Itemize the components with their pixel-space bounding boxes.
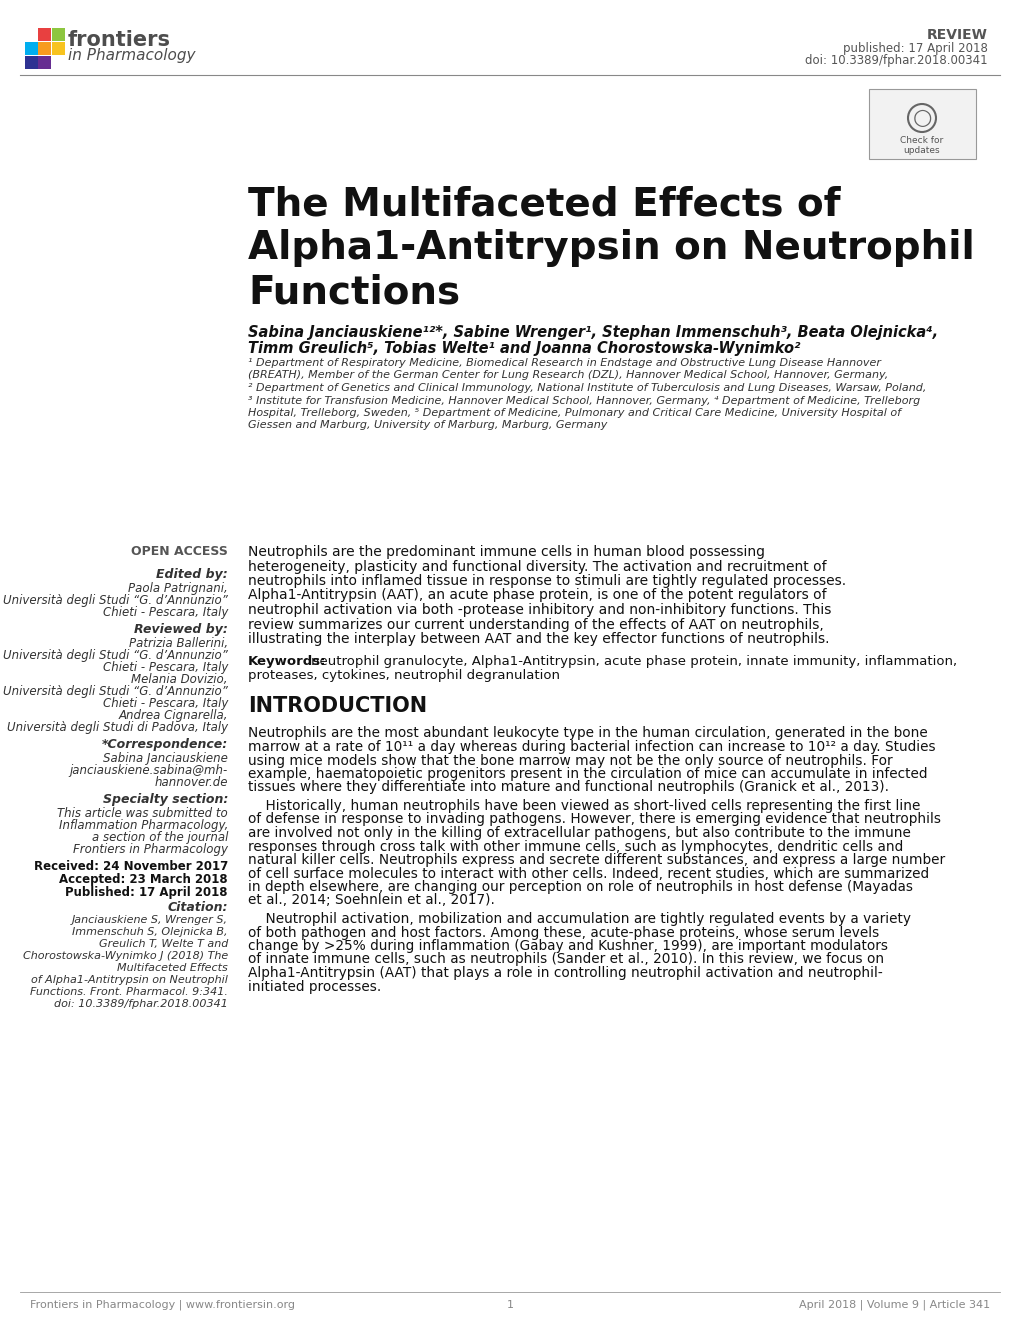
Text: neutrophil activation via both -protease inhibitory and non-inhibitory functions: neutrophil activation via both -protease…: [248, 603, 830, 617]
Text: marrow at a rate of 10¹¹ a day whereas during bacterial infection can increase t: marrow at a rate of 10¹¹ a day whereas d…: [248, 740, 934, 754]
Text: Reviewed by:: Reviewed by:: [133, 623, 228, 635]
Text: a section of the journal: a section of the journal: [92, 830, 228, 844]
Text: Chieti - Pescara, Italy: Chieti - Pescara, Italy: [103, 661, 228, 674]
Text: frontiers: frontiers: [68, 29, 171, 49]
Text: Sabina Janciauskiene: Sabina Janciauskiene: [103, 752, 228, 765]
Text: Frontiers in Pharmacology | www.frontiersin.org: Frontiers in Pharmacology | www.frontier…: [30, 1300, 294, 1311]
Text: of both pathogen and host factors. Among these, acute-phase proteins, whose seru: of both pathogen and host factors. Among…: [248, 925, 878, 940]
Text: 1: 1: [506, 1300, 513, 1310]
Text: Patrizia Ballerini,: Patrizia Ballerini,: [128, 637, 228, 650]
Text: of innate immune cells, such as neutrophils (Sander et al., 2010). In this revie: of innate immune cells, such as neutroph…: [248, 952, 883, 967]
Text: review summarizes our current understanding of the effects of AAT on neutrophils: review summarizes our current understand…: [248, 618, 823, 631]
Text: Università degli Studi “G. d’Annunzio”: Università degli Studi “G. d’Annunzio”: [3, 649, 228, 662]
Text: Università degli Studi di Padova, Italy: Università degli Studi di Padova, Italy: [7, 721, 228, 734]
Text: of Alpha1-Antitrypsin on Neutrophil: of Alpha1-Antitrypsin on Neutrophil: [32, 975, 228, 985]
Text: Keywords:: Keywords:: [248, 654, 326, 668]
Text: in Pharmacology: in Pharmacology: [68, 48, 196, 63]
Text: responses through cross talk with other immune cells, such as lymphocytes, dendr: responses through cross talk with other …: [248, 840, 903, 853]
Text: natural killer cells. Neutrophils express and secrete different substances, and : natural killer cells. Neutrophils expres…: [248, 853, 945, 866]
Text: tissues where they differentiate into mature and functional neutrophils (Granick: tissues where they differentiate into ma…: [248, 781, 889, 794]
Text: change by >25% during inflammation (Gabay and Kushner, 1999), are important modu: change by >25% during inflammation (Gaba…: [248, 939, 888, 953]
Bar: [38, 56, 51, 69]
Text: example, haematopoietic progenitors present in the circulation of mice can accum: example, haematopoietic progenitors pres…: [248, 768, 926, 781]
Text: Hospital, Trelleborg, Sweden, ⁵ Department of Medicine, Pulmonary and Critical C: Hospital, Trelleborg, Sweden, ⁵ Departme…: [248, 409, 900, 418]
Text: Functions: Functions: [248, 272, 460, 311]
Text: janciauskiene.sabina@mh-: janciauskiene.sabina@mh-: [69, 764, 228, 777]
Text: Giessen and Marburg, University of Marburg, Marburg, Germany: Giessen and Marburg, University of Marbu…: [248, 421, 606, 430]
Text: Sabina Janciauskiene¹²*, Sabine Wrenger¹, Stephan Immenschuh³, Beata Olejnicka⁴,: Sabina Janciauskiene¹²*, Sabine Wrenger¹…: [248, 324, 937, 340]
Text: Published: 17 April 2018: Published: 17 April 2018: [65, 886, 228, 898]
Text: Check for: Check for: [900, 136, 943, 146]
Text: OPEN ACCESS: OPEN ACCESS: [131, 545, 228, 558]
Text: are involved not only in the killing of extracellular pathogens, but also contri: are involved not only in the killing of …: [248, 826, 910, 840]
Text: illustrating the interplay between AAT and the key effector functions of neutrop: illustrating the interplay between AAT a…: [248, 631, 828, 646]
Text: ² Department of Genetics and Clinical Immunology, National Institute of Tubercul: ² Department of Genetics and Clinical Im…: [248, 383, 925, 392]
Bar: [25, 56, 38, 69]
Text: Alpha1-Antitrypsin (AAT), an acute phase protein, is one of the potent regulator: Alpha1-Antitrypsin (AAT), an acute phase…: [248, 589, 825, 602]
Text: in depth elsewhere, are changing our perception on role of neutrophils in host d: in depth elsewhere, are changing our per…: [248, 880, 912, 894]
Text: hannover.de: hannover.de: [154, 776, 228, 789]
Text: Janciauskiene S, Wrenger S,: Janciauskiene S, Wrenger S,: [72, 914, 228, 925]
Text: Inflammation Pharmacology,: Inflammation Pharmacology,: [58, 818, 228, 832]
Bar: [38, 28, 51, 41]
Text: Frontiers in Pharmacology: Frontiers in Pharmacology: [73, 842, 228, 856]
Text: Alpha1-Antitrypsin (AAT) that plays a role in controlling neutrophil activation : Alpha1-Antitrypsin (AAT) that plays a ro…: [248, 967, 881, 980]
Text: (BREATH), Member of the German Center for Lung Research (DZL), Hannover Medical : (BREATH), Member of the German Center fo…: [248, 371, 888, 380]
Text: updates: updates: [903, 146, 940, 155]
Text: published: 17 April 2018: published: 17 April 2018: [843, 41, 987, 55]
Text: Paola Patrignani,: Paola Patrignani,: [128, 582, 228, 595]
Text: Università degli Studi “G. d’Annunzio”: Università degli Studi “G. d’Annunzio”: [3, 685, 228, 698]
Text: of defense in response to invading pathogens. However, there is emerging evidenc: of defense in response to invading patho…: [248, 813, 941, 826]
Bar: [52, 41, 65, 55]
Text: Alpha1-Antitrypsin on Neutrophil: Alpha1-Antitrypsin on Neutrophil: [248, 230, 974, 267]
Text: Greulich T, Welte T and: Greulich T, Welte T and: [99, 939, 228, 949]
Text: Università degli Studi “G. d’Annunzio”: Università degli Studi “G. d’Annunzio”: [3, 594, 228, 607]
Bar: [25, 41, 38, 55]
Text: Functions. Front. Pharmacol. 9:341.: Functions. Front. Pharmacol. 9:341.: [31, 987, 228, 997]
Text: Andrea Cignarella,: Andrea Cignarella,: [118, 709, 228, 722]
Text: INTRODUCTION: INTRODUCTION: [248, 697, 427, 717]
Text: ○: ○: [911, 108, 930, 128]
Text: using mice models show that the bone marrow may not be the only source of neutro: using mice models show that the bone mar…: [248, 753, 892, 768]
Text: Chieti - Pescara, Italy: Chieti - Pescara, Italy: [103, 606, 228, 619]
Bar: [52, 28, 65, 41]
Text: doi: 10.3389/fphar.2018.00341: doi: 10.3389/fphar.2018.00341: [54, 999, 228, 1009]
Text: Neutrophils are the predominant immune cells in human blood possessing: Neutrophils are the predominant immune c…: [248, 545, 764, 559]
Text: heterogeneity, plasticity and functional diversity. The activation and recruitme: heterogeneity, plasticity and functional…: [248, 559, 825, 574]
Text: Chieti - Pescara, Italy: Chieti - Pescara, Italy: [103, 697, 228, 710]
Text: proteases, cytokines, neutrophil degranulation: proteases, cytokines, neutrophil degranu…: [248, 669, 559, 681]
Text: Specialty section:: Specialty section:: [103, 793, 228, 806]
Text: Citation:: Citation:: [167, 901, 228, 914]
Text: Historically, human neutrophils have been viewed as short-lived cells representi: Historically, human neutrophils have bee…: [248, 800, 919, 813]
Text: neutrophil granulocyte, Alpha1-Antitrypsin, acute phase protein, innate immunity: neutrophil granulocyte, Alpha1-Antitryps…: [311, 654, 956, 668]
Text: Chorostowska-Wynimko J (2018) The: Chorostowska-Wynimko J (2018) The: [22, 951, 228, 961]
Text: of cell surface molecules to interact with other cells. Indeed, recent studies, : of cell surface molecules to interact wi…: [248, 866, 928, 881]
Text: ¹ Department of Respiratory Medicine, Biomedical Research in Endstage and Obstru: ¹ Department of Respiratory Medicine, Bi…: [248, 358, 880, 368]
Text: doi: 10.3389/fphar.2018.00341: doi: 10.3389/fphar.2018.00341: [805, 53, 987, 67]
Text: April 2018 | Volume 9 | Article 341: April 2018 | Volume 9 | Article 341: [798, 1300, 989, 1311]
FancyBboxPatch shape: [868, 89, 975, 159]
Text: Accepted: 23 March 2018: Accepted: 23 March 2018: [59, 873, 228, 886]
Text: Immenschuh S, Olejnicka B,: Immenschuh S, Olejnicka B,: [72, 926, 228, 937]
Bar: [38, 41, 51, 55]
Text: *Correspondence:: *Correspondence:: [102, 738, 228, 752]
Text: Neutrophils are the most abundant leukocyte type in the human circulation, gener: Neutrophils are the most abundant leukoc…: [248, 726, 927, 741]
Text: initiated processes.: initiated processes.: [248, 980, 381, 993]
Text: Received: 24 November 2017: Received: 24 November 2017: [34, 860, 228, 873]
Text: neutrophils into inflamed tissue in response to stimuli are tightly regulated pr: neutrophils into inflamed tissue in resp…: [248, 574, 846, 587]
Text: Melania Dovizio,: Melania Dovizio,: [131, 673, 228, 686]
Text: ³ Institute for Transfusion Medicine, Hannover Medical School, Hannover, Germany: ³ Institute for Transfusion Medicine, Ha…: [248, 395, 919, 406]
Text: Edited by:: Edited by:: [156, 567, 228, 581]
Text: et al., 2014; Soehnlein et al., 2017).: et al., 2014; Soehnlein et al., 2017).: [248, 893, 494, 908]
Text: The Multifaceted Effects of: The Multifaceted Effects of: [248, 186, 840, 223]
Text: REVIEW: REVIEW: [926, 28, 987, 41]
Text: Multifaceted Effects: Multifaceted Effects: [117, 963, 228, 973]
Text: This article was submitted to: This article was submitted to: [57, 806, 228, 820]
Text: Timm Greulich⁵, Tobias Welte¹ and Joanna Chorostowska-Wynimko²: Timm Greulich⁵, Tobias Welte¹ and Joanna…: [248, 340, 800, 356]
Text: Neutrophil activation, mobilization and accumulation are tightly regulated event: Neutrophil activation, mobilization and …: [248, 912, 910, 926]
